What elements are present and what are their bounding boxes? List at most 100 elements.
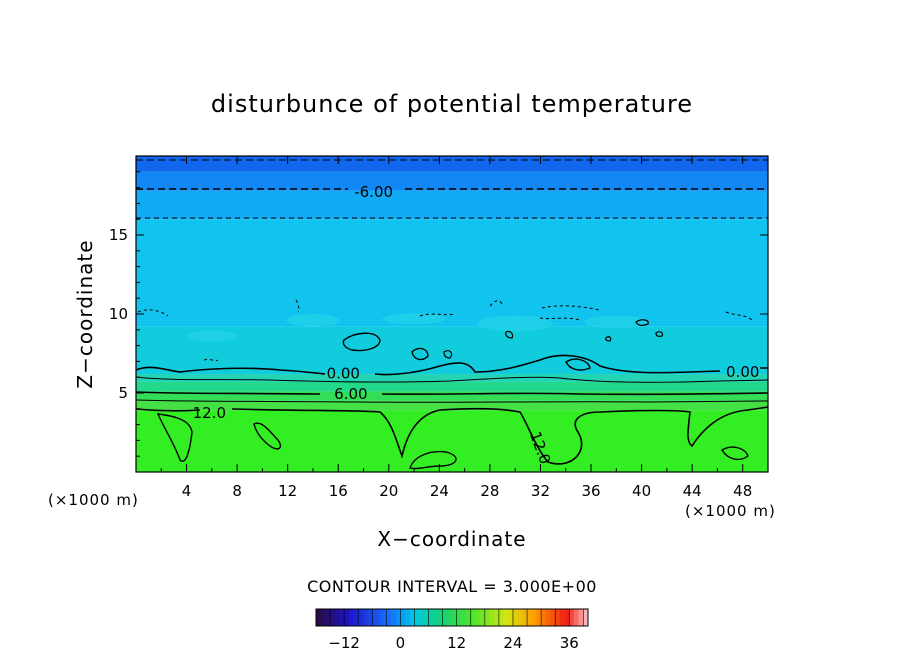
colorbar-cell <box>419 609 425 626</box>
colorbar-cell <box>395 609 401 626</box>
colorbar-cell <box>480 609 486 626</box>
contour-line-zero-island-b <box>411 347 429 361</box>
colorbar-cell <box>512 609 518 626</box>
contour-label: 0.00 <box>327 364 360 382</box>
colorbar-tick-label: 24 <box>503 634 522 652</box>
chart-title: disturbunce of potential temperature <box>211 90 693 118</box>
colorbar-cell <box>461 609 467 626</box>
colorbar-cell <box>362 609 368 626</box>
contour-line-zero-island-f <box>635 319 649 326</box>
colorbar-cell <box>344 609 350 626</box>
colorbar-cell <box>475 609 481 626</box>
colorbar-cell <box>569 609 575 626</box>
colorbar-cell <box>470 609 476 626</box>
colorbar-cell <box>578 609 584 626</box>
colorbar-cell <box>316 609 321 626</box>
colorbar-cell <box>348 609 354 626</box>
x-tick-label: 48 <box>733 482 752 500</box>
colorbar-cell <box>503 609 509 626</box>
x-unit-label-left: (×1000 m) <box>48 491 139 509</box>
colorbar-tick-label: 12 <box>447 634 466 652</box>
colorbar-cell <box>353 609 359 626</box>
contour-line-12-loop-a <box>156 413 193 462</box>
colorbar-cell <box>484 609 490 626</box>
colorbar-cell <box>386 609 392 626</box>
colorbar-tick-labels: −12 0 12 24 36 <box>328 634 578 652</box>
contour-label: -6.00 <box>354 183 393 201</box>
colorbar-cell <box>527 609 533 626</box>
colorbar-cell <box>583 609 589 626</box>
x-unit-label-right: (×1000 m) <box>685 502 776 520</box>
colorbar <box>315 608 589 627</box>
colorbar-cell <box>381 609 387 626</box>
contour-line-12-main <box>136 406 768 465</box>
x-tick-label: 20 <box>379 482 398 500</box>
temperature-field <box>136 156 768 472</box>
x-tick-label: 12 <box>278 482 297 500</box>
colorbar-cell <box>517 609 523 626</box>
colorbar-cell <box>541 609 547 626</box>
colorbar-cell <box>442 609 448 626</box>
colorbar-cell <box>522 609 528 626</box>
colorbar-cell <box>358 609 364 626</box>
colorbar-cell <box>330 609 336 626</box>
x-tick-label: 40 <box>632 482 651 500</box>
contour-line-zero-island-a <box>342 332 381 352</box>
field-layer-3 <box>136 381 768 392</box>
field-patch-2 <box>477 315 554 332</box>
x-tick-label: 36 <box>581 482 600 500</box>
colorbar-cell <box>545 609 551 626</box>
colorbar-cell <box>391 609 397 626</box>
field-layer-4 <box>136 374 768 382</box>
colorbar-cell <box>452 609 457 626</box>
contour-interval-label: CONTOUR INTERVAL = 3.000E+00 <box>307 577 597 596</box>
contour-line-12-loop-b <box>253 422 282 450</box>
contour-line-6 <box>136 391 768 396</box>
field-patch-1 <box>382 313 446 325</box>
field-layer-2 <box>136 391 768 401</box>
colorbar-cell <box>405 609 411 626</box>
x-tick-label: 44 <box>683 482 702 500</box>
x-tick-label: 8 <box>232 482 242 500</box>
contour-label: 0.00 <box>726 363 759 381</box>
contour-label: 6.00 <box>334 385 367 403</box>
contour-line-zero-island-g <box>605 336 612 342</box>
contour-line-neg3-dash-b <box>203 317 581 362</box>
field-layer-8 <box>136 171 768 191</box>
x-axis-label: X−coordinate <box>377 527 526 551</box>
colorbar-cell <box>414 609 420 626</box>
colorbar-cell <box>367 609 373 626</box>
y-axis-ticks: 5 10 15 <box>109 171 768 457</box>
colorbar-cell <box>456 609 462 626</box>
colorbar-cell <box>489 609 495 626</box>
colorbar-cell <box>409 609 415 626</box>
colorbar-cell <box>550 609 556 626</box>
x-tick-label: 16 <box>329 482 348 500</box>
colorbar-cell <box>466 609 472 626</box>
contour-line-12-loop-c <box>409 450 457 470</box>
x-tick-label: 24 <box>430 482 449 500</box>
contour-line-3 <box>136 376 768 383</box>
colorbar-cell <box>508 609 514 626</box>
contour-line-9 <box>136 399 768 403</box>
colorbar-cell <box>573 609 579 626</box>
field-layer-0 <box>136 410 768 472</box>
colorbar-cell <box>376 609 382 626</box>
colorbar-tick-label: 36 <box>560 634 579 652</box>
y-tick-label: 15 <box>109 226 128 244</box>
colorbar-cell <box>334 609 340 626</box>
colorbar-cell <box>325 609 331 626</box>
contour-line-zero-island-e <box>505 330 514 339</box>
colorbar-cell <box>423 609 429 626</box>
contour-line-neg3-dash-a <box>137 299 753 321</box>
field-layer-7 <box>136 190 768 220</box>
x-tick-label: 28 <box>480 482 499 500</box>
contour-line-zero-island-c <box>565 358 591 371</box>
colorbar-tick-label: −12 <box>328 634 360 652</box>
x-tick-label: 32 <box>531 482 550 500</box>
colorbar-tick-label: 0 <box>396 634 406 652</box>
contour-line-zero-island-d <box>443 350 453 359</box>
colorbar-cell <box>494 609 500 626</box>
